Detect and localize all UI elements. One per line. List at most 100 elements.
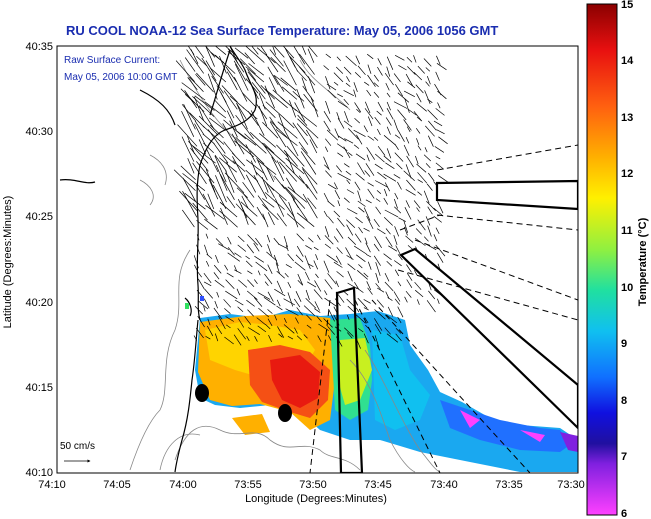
current-vector xyxy=(393,291,401,302)
current-vector xyxy=(424,90,431,105)
current-vector xyxy=(246,159,265,174)
current-vector xyxy=(364,170,371,177)
current-vector xyxy=(262,204,279,221)
current-vector xyxy=(344,111,349,123)
colorbar-tick: 13 xyxy=(621,112,633,124)
current-vector xyxy=(353,144,360,149)
current-vector xyxy=(274,288,286,297)
current-vector xyxy=(336,271,344,278)
current-vector xyxy=(406,126,411,132)
current-vector xyxy=(363,299,371,304)
current-vector xyxy=(347,270,353,282)
colorbar-gradient xyxy=(586,3,618,516)
current-vector xyxy=(265,324,271,330)
current-vector xyxy=(220,91,235,119)
current-vector xyxy=(436,129,445,135)
current-vector xyxy=(365,253,372,258)
current-vector xyxy=(323,260,330,273)
current-vector xyxy=(325,170,332,178)
current-vector xyxy=(258,307,270,318)
current-vector xyxy=(377,58,382,66)
current-vector xyxy=(198,139,207,155)
current-vector xyxy=(247,71,266,94)
current-vector xyxy=(384,327,391,335)
current-vector xyxy=(214,54,236,74)
current-vector xyxy=(423,154,432,162)
current-vector xyxy=(286,213,305,229)
current-vector xyxy=(205,46,215,67)
current-vector xyxy=(374,236,382,248)
current-vector xyxy=(262,121,279,139)
current-vector xyxy=(289,100,297,118)
current-vector xyxy=(428,172,435,182)
current-vector xyxy=(396,162,403,170)
current-vector xyxy=(242,92,257,108)
current-vector xyxy=(214,155,227,183)
current-vector xyxy=(386,92,391,98)
current-vector xyxy=(267,318,273,327)
current-vector xyxy=(192,202,208,221)
current-vector xyxy=(353,129,366,137)
current-vector xyxy=(346,219,356,228)
current-vector xyxy=(373,218,380,228)
current-vector xyxy=(413,270,418,276)
current-vector xyxy=(225,66,237,82)
current-vector xyxy=(310,96,319,118)
current-vector xyxy=(336,56,341,61)
current-vector xyxy=(363,272,369,278)
current-vector xyxy=(196,289,203,297)
current-vector xyxy=(182,177,196,202)
current-vector xyxy=(423,236,429,242)
current-vector xyxy=(294,298,301,308)
current-vector xyxy=(376,110,382,116)
current-vector xyxy=(203,298,210,309)
current-vector xyxy=(404,98,410,113)
current-vector xyxy=(417,172,428,184)
current-vector xyxy=(180,165,196,181)
current-vector xyxy=(183,103,196,130)
current-vector xyxy=(367,116,373,127)
current-vector xyxy=(244,52,255,65)
current-vector xyxy=(206,149,219,173)
current-vector xyxy=(327,335,332,341)
x-axis-label: Longitude (Degrees:Minutes) xyxy=(245,493,387,505)
current-vector xyxy=(306,129,318,149)
current-vector xyxy=(393,260,402,267)
current-vector xyxy=(385,82,390,91)
current-vector xyxy=(387,297,393,301)
current-vector xyxy=(233,140,255,158)
current-vector xyxy=(366,147,375,160)
current-vector xyxy=(204,101,227,119)
current-vector xyxy=(336,112,340,120)
current-vector xyxy=(373,243,380,252)
current-vector xyxy=(267,309,273,314)
x-tick-label: 73:55 xyxy=(234,479,262,491)
current-vector xyxy=(187,77,198,91)
current-vector xyxy=(279,161,297,182)
current-vector xyxy=(393,234,398,246)
current-vector xyxy=(224,172,245,194)
current-vector xyxy=(334,190,341,200)
current-vector xyxy=(247,69,257,81)
current-vector xyxy=(307,48,315,63)
current-vector xyxy=(425,216,431,226)
current-vector xyxy=(276,160,285,174)
current-vector xyxy=(308,237,314,243)
current-vector xyxy=(292,91,305,102)
current-vector xyxy=(374,324,382,335)
current-vector xyxy=(237,328,246,340)
current-vector xyxy=(313,289,323,300)
current-vector xyxy=(285,151,295,174)
current-vector xyxy=(265,166,275,182)
current-vector xyxy=(245,46,265,63)
current-vector xyxy=(343,146,351,159)
current-vector xyxy=(229,120,238,138)
current-vector xyxy=(323,318,333,328)
current-vector xyxy=(283,117,295,129)
current-vector xyxy=(416,163,427,173)
current-vector xyxy=(264,273,273,285)
current-vector xyxy=(348,128,359,140)
current-vector xyxy=(356,134,363,145)
current-vector xyxy=(384,182,391,192)
current-vector xyxy=(346,189,355,194)
